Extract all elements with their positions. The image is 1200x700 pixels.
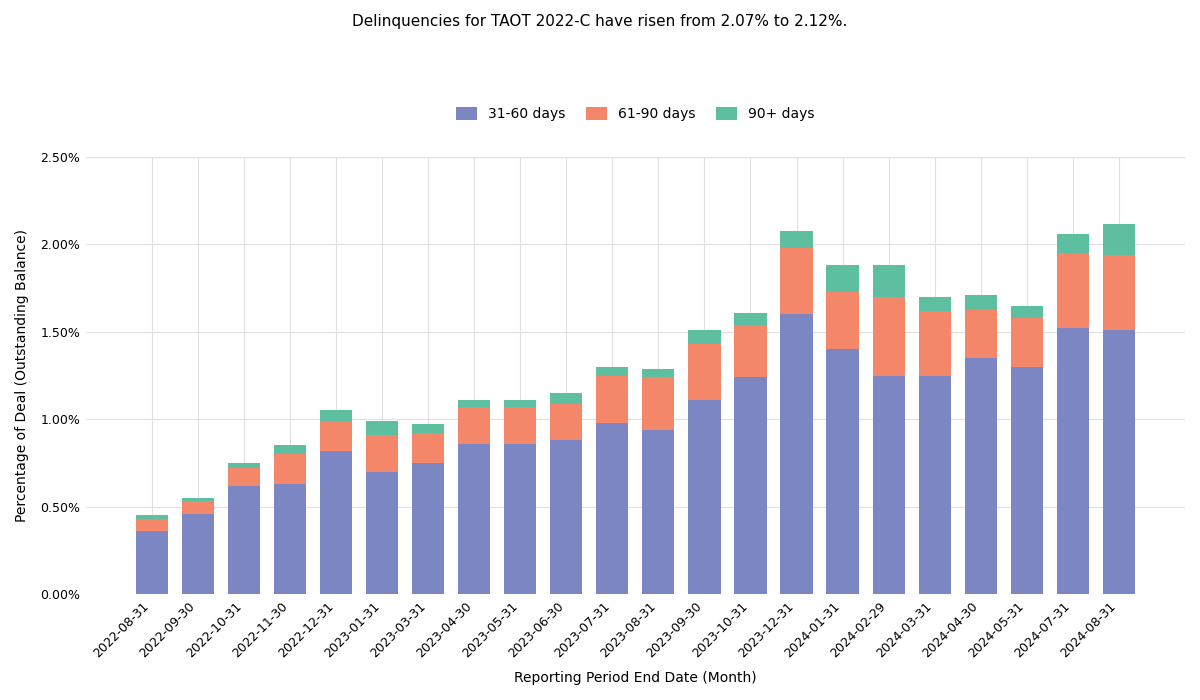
Bar — [918, 375, 950, 594]
Bar — [827, 265, 859, 292]
Bar — [181, 514, 214, 594]
Bar — [827, 349, 859, 594]
Bar — [1010, 367, 1043, 594]
Bar — [734, 325, 767, 377]
Bar — [228, 463, 260, 468]
Bar — [642, 377, 674, 430]
Bar — [780, 248, 812, 314]
Bar — [412, 433, 444, 463]
Bar — [918, 311, 950, 375]
Bar — [596, 375, 629, 423]
Bar — [136, 531, 168, 594]
Bar — [1057, 234, 1088, 253]
Bar — [550, 403, 582, 440]
Legend: 31-60 days, 61-90 days, 90+ days: 31-60 days, 61-90 days, 90+ days — [456, 107, 815, 121]
Bar — [642, 369, 674, 377]
Bar — [596, 423, 629, 594]
Bar — [872, 297, 905, 375]
Bar — [827, 292, 859, 349]
Bar — [872, 265, 905, 297]
Bar — [596, 367, 629, 375]
Bar — [1103, 255, 1135, 330]
Bar — [412, 424, 444, 433]
Bar — [458, 400, 491, 407]
Bar — [918, 297, 950, 311]
Bar — [136, 515, 168, 519]
X-axis label: Reporting Period End Date (Month): Reporting Period End Date (Month) — [514, 671, 757, 685]
Bar — [689, 344, 720, 400]
Bar — [458, 407, 491, 444]
Bar — [734, 313, 767, 325]
Bar — [181, 501, 214, 514]
Bar — [366, 421, 398, 435]
Bar — [320, 451, 352, 594]
Bar — [136, 519, 168, 531]
Bar — [181, 498, 214, 501]
Bar — [1057, 253, 1088, 328]
Bar — [504, 407, 536, 444]
Y-axis label: Percentage of Deal (Outstanding Balance): Percentage of Deal (Outstanding Balance) — [14, 229, 29, 522]
Bar — [734, 377, 767, 594]
Bar — [274, 454, 306, 484]
Bar — [1103, 330, 1135, 594]
Bar — [458, 444, 491, 594]
Bar — [965, 358, 997, 594]
Bar — [689, 400, 720, 594]
Bar — [320, 421, 352, 451]
Bar — [780, 314, 812, 594]
Bar — [550, 440, 582, 594]
Bar — [274, 484, 306, 594]
Bar — [366, 435, 398, 472]
Bar — [780, 230, 812, 248]
Bar — [412, 463, 444, 594]
Bar — [320, 410, 352, 421]
Bar — [504, 444, 536, 594]
Bar — [366, 472, 398, 594]
Bar — [228, 468, 260, 486]
Bar — [1057, 328, 1088, 594]
Text: Delinquencies for TAOT 2022-C have risen from 2.07% to 2.12%.: Delinquencies for TAOT 2022-C have risen… — [353, 14, 847, 29]
Bar — [274, 445, 306, 454]
Bar — [642, 430, 674, 594]
Bar — [689, 330, 720, 344]
Bar — [965, 295, 997, 309]
Bar — [228, 486, 260, 594]
Bar — [1010, 306, 1043, 318]
Bar — [1103, 223, 1135, 255]
Bar — [504, 400, 536, 407]
Bar — [965, 309, 997, 358]
Bar — [1010, 318, 1043, 367]
Bar — [872, 375, 905, 594]
Bar — [550, 393, 582, 403]
